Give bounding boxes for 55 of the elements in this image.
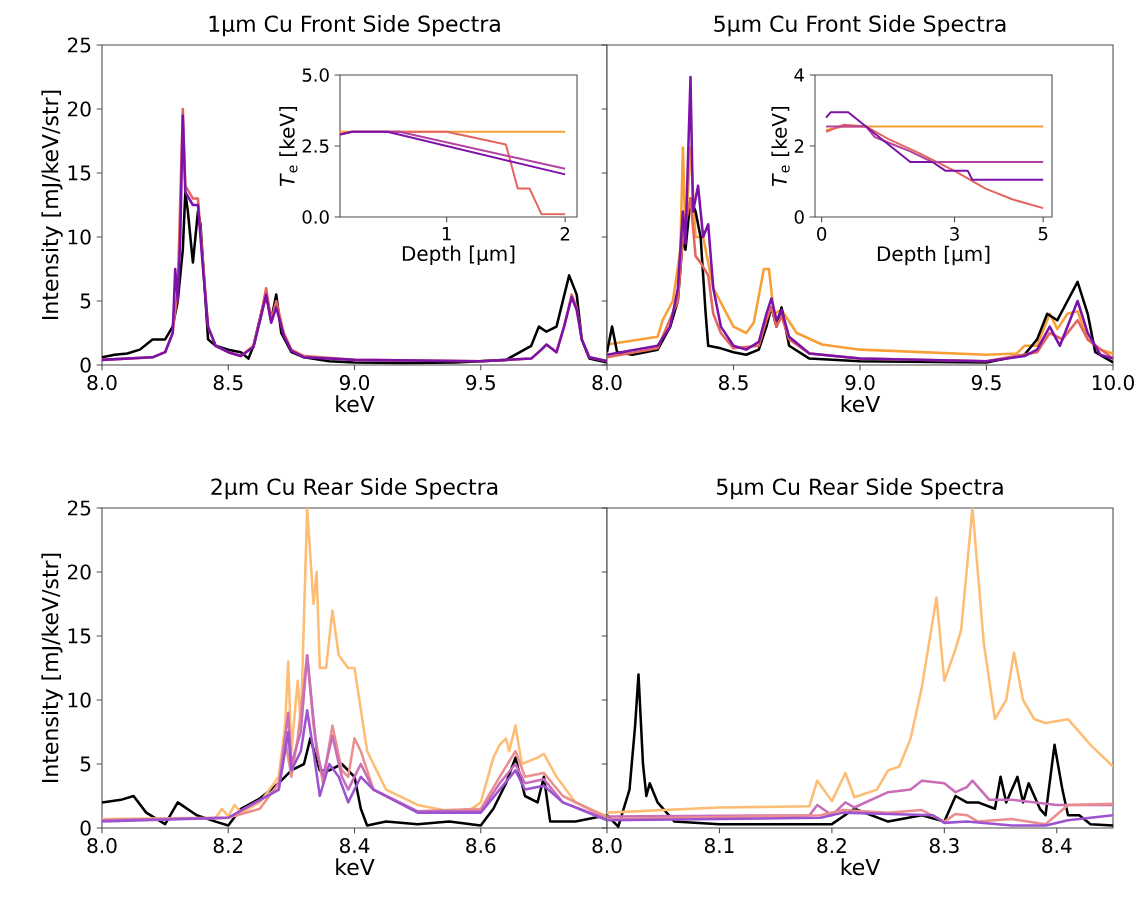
y-tick-label: 25 [67,37,91,53]
y-axis-title: Intensity [mJ/keV/str] [41,90,63,320]
chart-title: 5µm Cu Rear Side Spectra [717,478,1003,500]
y-tick-label: 2.5 [302,139,329,153]
x-tick-label: 8.5 [213,375,243,391]
y-tick-label: 25 [67,500,91,516]
y-axis-title: T$_{e}$ [keV] [771,106,790,186]
x-tick-label: 0 [817,227,827,241]
chart-title: 2µm Cu Rear Side Spectra [211,478,498,500]
x-tick-label: 2 [560,227,570,241]
y-tick-label: 10 [68,229,91,245]
y-axis-title: Intensity [mJ/keV/str] [41,553,63,783]
y-tick-label: 20 [67,101,91,117]
x-axis-title: keV [841,858,881,876]
y-tick-label: 4 [794,68,804,82]
x-tick-label: 9.5 [466,375,495,391]
x-tick-label: 9.5 [971,375,1001,391]
x-tick-label: 1 [442,227,451,241]
y-tick-label: 15 [68,628,91,644]
x-tick-label: 8.4 [339,838,370,854]
x-tick-label: 8.4 [1042,838,1072,854]
x-tick-label: 8.1 [704,838,734,854]
y-tick-label: 15 [68,165,91,181]
x-tick-label: 8.0 [87,838,117,854]
y-tick-label: 0.0 [302,210,329,224]
x-tick-label: 8.2 [213,838,243,854]
x-axis-title: keV [336,858,375,876]
x-tick-label: 8.0 [592,375,622,391]
x-axis-title: Depth [µm] [402,245,515,265]
chart-title: 1µm Cu Front Side Spectra [209,15,500,37]
x-axis-title: keV [841,395,881,413]
y-tick-label: 10 [68,692,91,708]
x-tick-label: 8.5 [718,375,748,391]
x-tick-label: 8.3 [929,838,959,854]
x-axis-title: Depth [µm] [877,245,990,266]
x-tick-label: 5 [1038,227,1048,241]
y-tick-label: 2 [794,139,804,153]
y-tick-label: 5.0 [302,68,329,82]
x-tick-label: 3 [950,227,959,241]
x-tick-label: 9.0 [845,375,875,391]
x-tick-label: 9.0 [339,375,370,391]
chart-title: 5µm Cu Front Side Spectra [714,15,1006,37]
x-tick-label: 8.0 [87,375,117,391]
x-tick-label: 8.0 [592,838,622,854]
y-tick-label: 5 [80,756,91,772]
y-tick-label: 0 [80,820,91,836]
y-tick-label: 20 [67,564,91,580]
y-tick-label: 0 [80,357,91,373]
x-tick-label: 8.6 [466,838,496,854]
x-tick-label: 8.2 [817,838,846,854]
x-tick-label: 10.0 [1092,375,1134,391]
y-tick-label: 5 [80,293,91,309]
y-axis-title: T$_{e}$ [keV] [279,106,298,186]
x-axis-title: keV [336,395,375,413]
y-tick-label: 0 [794,210,804,224]
